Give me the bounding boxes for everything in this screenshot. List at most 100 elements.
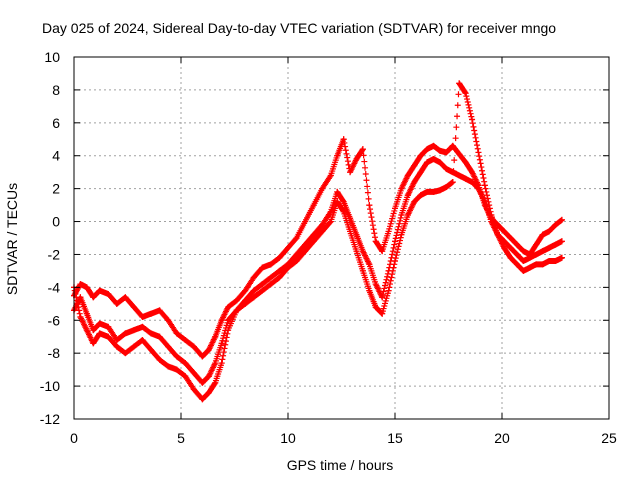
data-point (83, 284, 90, 291)
data-point (334, 188, 341, 195)
data-point (310, 231, 317, 238)
data-point (250, 274, 257, 281)
data-point (469, 179, 476, 186)
data-point (366, 287, 373, 294)
data-point (148, 330, 155, 337)
series-track-a (71, 136, 565, 360)
data-point (293, 235, 300, 241)
data-point (398, 185, 405, 192)
x-axis-label: GPS time / hours (287, 457, 394, 473)
data-point (130, 343, 137, 350)
y-tick-label: 6 (52, 115, 60, 131)
x-tick-label: 25 (601, 430, 617, 446)
data-point (225, 317, 232, 324)
data-point (398, 231, 405, 238)
data-point (90, 327, 97, 334)
data-point (411, 198, 418, 205)
y-tick-label: -2 (48, 246, 61, 262)
series-track-b (71, 156, 565, 386)
data-point (404, 211, 411, 218)
data-point (539, 261, 546, 268)
data-point (430, 156, 437, 163)
data-point (267, 274, 274, 281)
data-point (469, 169, 476, 176)
data-point (436, 147, 443, 154)
data-point (233, 307, 240, 314)
data-point (520, 258, 527, 265)
x-axis: 0 5 10 15 20 25 (70, 57, 617, 446)
data-point (546, 244, 553, 251)
data-point (250, 287, 257, 294)
data-point (96, 320, 103, 327)
data-point (212, 360, 219, 367)
data-point (501, 244, 508, 251)
data-point (190, 369, 197, 376)
data-point (443, 149, 450, 156)
data-point (122, 350, 129, 357)
data-point (302, 241, 309, 248)
data-point (276, 254, 283, 261)
data-point (130, 304, 137, 311)
data-point (469, 116, 476, 123)
data-point (411, 179, 418, 186)
data-point (379, 310, 386, 317)
data-point (417, 152, 424, 159)
data-point (533, 251, 540, 258)
data-point (539, 248, 546, 255)
data-point (520, 267, 527, 274)
data-point (199, 396, 206, 403)
data-point (212, 379, 219, 386)
data-point (424, 146, 431, 153)
data-point (424, 188, 431, 195)
data-point (148, 346, 155, 353)
data-point (285, 264, 291, 271)
data-point (475, 149, 482, 156)
y-tick-label: 10 (44, 49, 60, 65)
x-tick-label: 5 (177, 430, 185, 446)
series-markers (71, 136, 565, 360)
data-point (475, 185, 482, 192)
y-tick-label: -6 (48, 312, 61, 328)
y-tick-label: 8 (52, 82, 60, 98)
data-point (205, 373, 212, 380)
y-axis-label: SDTVAR / TECUs (4, 183, 20, 295)
data-point (259, 281, 266, 288)
data-point (372, 281, 379, 288)
data-point (513, 241, 520, 248)
data-point (319, 221, 326, 228)
data-point (165, 343, 172, 350)
data-point (552, 221, 559, 228)
data-point (353, 231, 360, 238)
data-point (242, 300, 249, 307)
data-point (319, 185, 326, 192)
data-point (507, 244, 514, 251)
data-point (122, 294, 129, 301)
data-point (302, 248, 309, 255)
x-tick-label: 20 (494, 430, 510, 446)
data-point (77, 313, 84, 320)
data-point (507, 235, 514, 241)
series-markers (71, 80, 565, 403)
y-tick-label: -12 (40, 411, 60, 427)
data-point (90, 294, 97, 301)
data-point (96, 287, 103, 294)
data-point (113, 343, 120, 350)
data-point (436, 159, 443, 166)
data-point (526, 264, 533, 271)
data-point (404, 172, 411, 179)
y-axis: -12 -10 -8 -6 -4 -2 0 2 4 6 8 10 (40, 49, 609, 427)
data-point (488, 211, 495, 218)
data-point (242, 287, 249, 294)
y-tick-label: -8 (48, 345, 61, 361)
data-point (327, 172, 334, 179)
data-point (139, 323, 146, 330)
data-point (267, 281, 274, 288)
data-point (218, 360, 225, 367)
data-point (507, 254, 514, 261)
data-point (285, 244, 291, 251)
data-point (558, 238, 565, 245)
data-point (539, 231, 546, 238)
data-point (199, 379, 206, 386)
data-point (225, 304, 232, 311)
